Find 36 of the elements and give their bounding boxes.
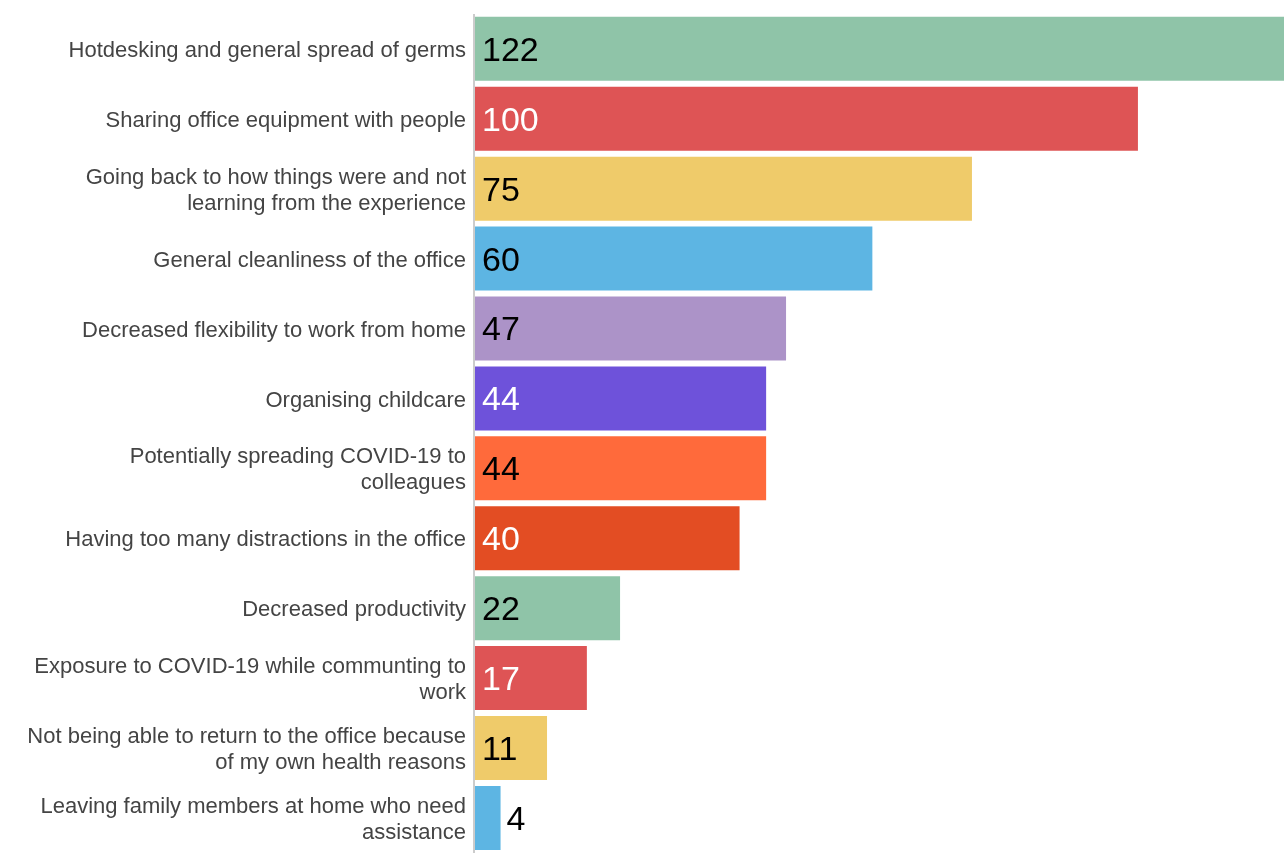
bar (474, 506, 740, 571)
bar (474, 296, 787, 361)
y-tick-label: Organising childcare (265, 386, 466, 412)
y-tick-label: Hotdesking and general spread of germs (68, 36, 466, 62)
y-tick-label: Decreased flexibility to work from home (82, 316, 466, 342)
bar (474, 646, 587, 711)
y-tick-label: Decreased productivity (242, 595, 466, 621)
data-label: 44 (482, 449, 520, 488)
data-label: 11 (482, 728, 518, 767)
bar (474, 715, 548, 780)
data-label: 47 (482, 309, 520, 348)
bar (474, 785, 501, 850)
y-tick-label: Exposure to COVID-19 while communting to work (34, 652, 467, 704)
y-tick-label: Potentially spreading COVID-19 to colleagues (129, 442, 466, 494)
data-label: 17 (482, 659, 520, 698)
bar (474, 576, 621, 641)
y-tick-label: Leaving family members at home who need assistance (40, 792, 466, 844)
bar (474, 156, 972, 221)
data-label: 122 (482, 29, 539, 68)
bar (474, 436, 767, 501)
y-tick-label: Sharing office equipment with people (105, 106, 466, 132)
data-label: 100 (482, 99, 539, 138)
data-label: 22 (482, 589, 520, 628)
data-label: 75 (482, 169, 520, 208)
bar (474, 16, 1284, 81)
bar (474, 226, 873, 291)
data-label: 4 (506, 798, 526, 837)
bar (474, 366, 767, 431)
y-tick-label: Having too many distractions in the office (65, 525, 466, 551)
data-label: 44 (482, 379, 520, 418)
y-tick-label: Not being able to return to the office because of my own health reasons (27, 722, 466, 774)
data-label: 60 (482, 239, 520, 278)
y-tick-label: General cleanliness of the office (153, 246, 466, 272)
data-label: 40 (482, 519, 520, 558)
bar (474, 86, 1138, 151)
y-tick-label: Going back to how things were and not learning from the experience (85, 163, 466, 215)
